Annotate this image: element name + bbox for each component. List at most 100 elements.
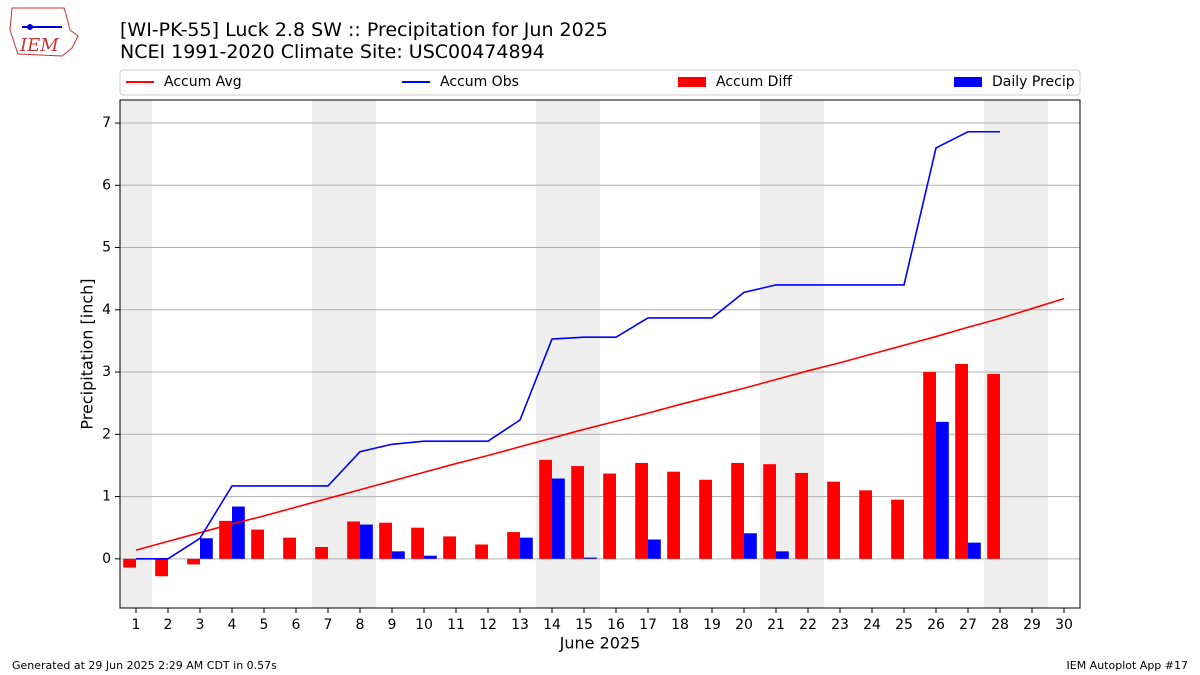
bar: [232, 506, 245, 559]
y-tick-label: 2: [102, 426, 111, 442]
legend-label: Accum Avg: [164, 74, 242, 90]
bar: [507, 532, 520, 559]
weekend: [312, 100, 376, 608]
bar: [584, 557, 597, 559]
bar: [392, 551, 405, 559]
x-tick-label: 24: [863, 617, 881, 633]
weekend: [120, 100, 152, 608]
x-tick-label: 18: [671, 617, 689, 633]
bar: [987, 373, 1000, 559]
bar: [936, 421, 949, 559]
y-tick-label: 7: [102, 115, 111, 131]
x-tick-label: 16: [607, 617, 625, 633]
x-tick-label: 12: [479, 617, 497, 633]
chart-title: [WI-PK-55] Luck 2.8 SW :: Precipitation …: [120, 19, 608, 41]
y-tick-label: 6: [102, 177, 111, 193]
x-tick-label: 7: [324, 617, 333, 633]
bar: [187, 558, 200, 565]
bar: [923, 372, 936, 559]
x-tick-label: 2: [164, 617, 173, 633]
bar: [667, 471, 680, 559]
bar: [520, 537, 533, 559]
x-tick-label: 9: [388, 617, 397, 633]
x-tick-label: 4: [228, 617, 237, 633]
x-tick-label: 28: [991, 617, 1009, 633]
x-tick-label: 19: [703, 617, 721, 633]
bar: [731, 462, 744, 559]
bar: [648, 539, 661, 559]
x-tick-label: 21: [767, 617, 785, 633]
legend-label: Accum Obs: [440, 74, 519, 90]
y-tick-label: 1: [102, 489, 111, 505]
logo-dot: [27, 24, 33, 30]
x-tick-label: 30: [1055, 617, 1073, 633]
bar: [859, 490, 872, 559]
bar: [219, 520, 232, 559]
bar: [763, 464, 776, 559]
bar: [635, 462, 648, 559]
plot: [120, 122, 1080, 577]
x-tick-label: 15: [575, 617, 593, 633]
bar: [571, 466, 584, 559]
bar: [360, 524, 373, 559]
logo-text: IEM: [19, 35, 59, 56]
bar: [411, 527, 424, 559]
bar: [776, 551, 789, 559]
bar: [539, 459, 552, 559]
bar: [283, 537, 296, 559]
x-tick-label: 17: [639, 617, 657, 633]
bar: [443, 536, 456, 559]
bar: [968, 542, 981, 559]
logo-outline: [9, 7, 79, 57]
x-tick-label: 5: [260, 617, 269, 633]
bar: [251, 529, 264, 559]
line: [136, 130, 1000, 560]
footer-right: IEM Autoplot App #17: [1067, 659, 1189, 672]
bar: [200, 538, 213, 559]
x-tick-label: 26: [927, 617, 945, 633]
legend-box: [119, 69, 1081, 96]
bar: [603, 473, 616, 559]
bar: [475, 544, 488, 559]
bar: [955, 363, 968, 559]
x-tick-label: 8: [356, 617, 365, 633]
x-tick-label: 13: [511, 617, 529, 633]
footer-left: Generated at 29 Jun 2025 2:29 AM CDT in …: [12, 659, 277, 672]
x-tick-label: 3: [196, 617, 205, 633]
logo: IEM: [9, 7, 79, 57]
bar: [744, 533, 757, 559]
x-tick-label: 20: [735, 617, 753, 633]
bar: [347, 521, 360, 559]
x-tick-label: 22: [799, 617, 817, 633]
plot-frame: [119, 99, 1081, 609]
bar: [424, 555, 437, 559]
y-tick-label: 0: [102, 551, 111, 567]
bar: [379, 522, 392, 559]
bar: [891, 499, 904, 559]
chart-subtitle: NCEI 1991-2020 Climate Site: USC00474894: [120, 41, 545, 63]
legend-label: Accum Diff: [716, 74, 792, 90]
x-tick-label: 23: [831, 617, 849, 633]
x-tick-label: 27: [959, 617, 977, 633]
legend-label: Daily Precip: [992, 74, 1075, 90]
bar: [315, 546, 328, 559]
x-tick-label: 6: [292, 617, 301, 633]
x-tick-label: 25: [895, 617, 913, 633]
y-axis-label: Precipitation [inch]: [78, 278, 97, 429]
x-tick-label: 1: [132, 617, 141, 633]
bar: [699, 479, 712, 559]
x-tick-label: 29: [1023, 617, 1041, 633]
x-tick-label: 11: [447, 617, 465, 633]
bar: [795, 472, 808, 559]
bar: [552, 478, 565, 559]
bar: [155, 558, 168, 577]
legend-swatch: [678, 77, 706, 87]
y-tick-label: 3: [102, 364, 111, 380]
bar: [827, 481, 840, 559]
x-tick-label: 10: [415, 617, 433, 633]
x-tick-label: 14: [543, 617, 561, 633]
legend-swatch: [954, 77, 982, 87]
bar: [123, 558, 136, 568]
y-tick-label: 5: [102, 240, 111, 256]
